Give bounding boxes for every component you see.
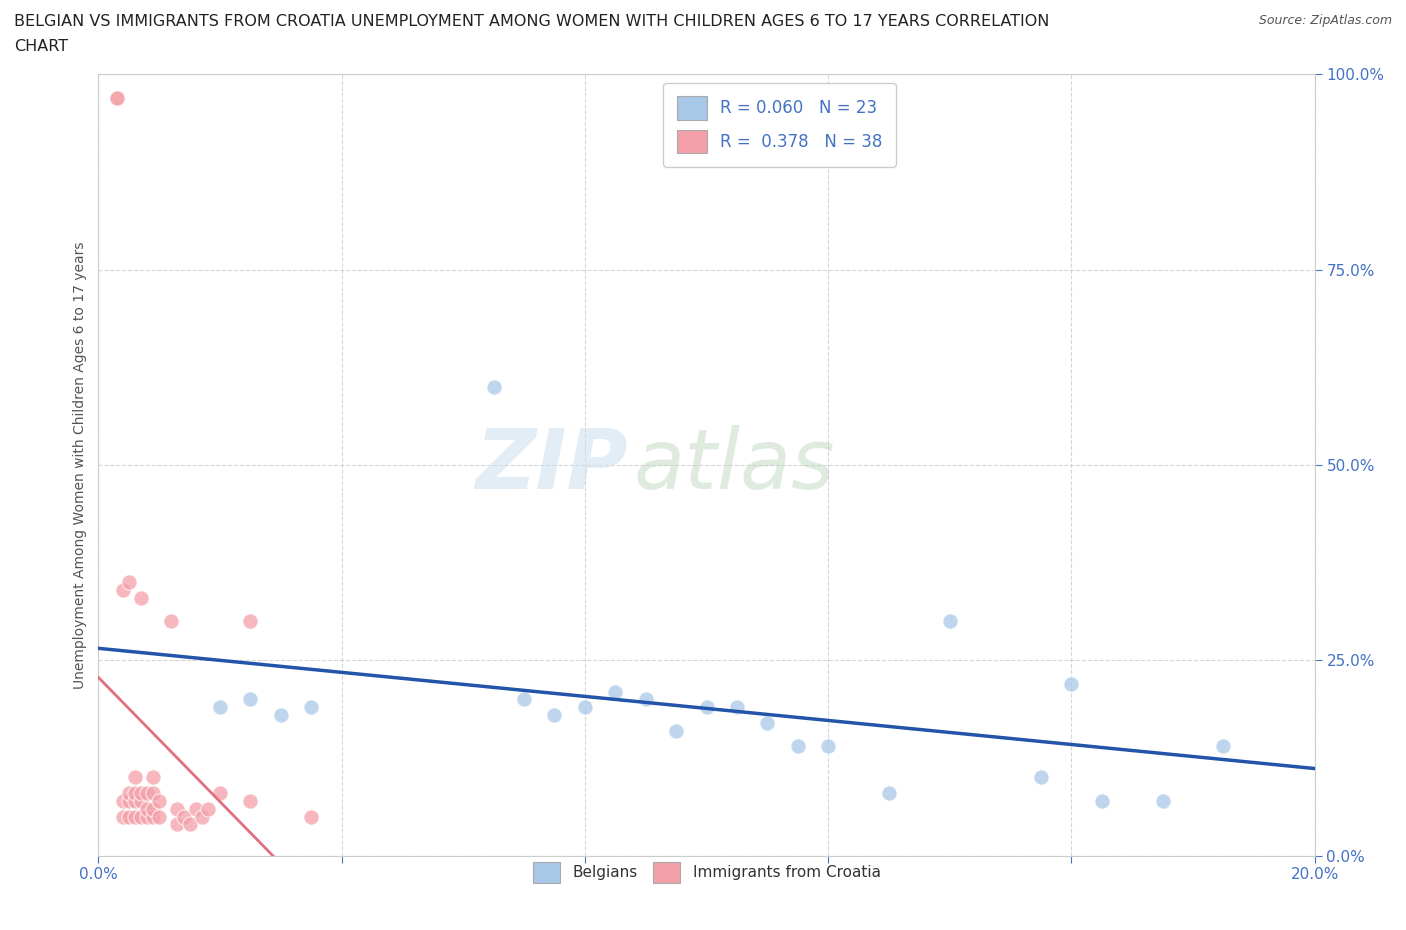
Text: BELGIAN VS IMMIGRANTS FROM CROATIA UNEMPLOYMENT AMONG WOMEN WITH CHILDREN AGES 6: BELGIAN VS IMMIGRANTS FROM CROATIA UNEMP…: [14, 14, 1049, 29]
Point: [148, 793, 170, 808]
Text: Source: ZipAtlas.com: Source: ZipAtlas.com: [1258, 14, 1392, 27]
Point: [118, 786, 141, 801]
Point: [124, 786, 146, 801]
Point: [817, 738, 839, 753]
Point: [148, 809, 170, 824]
Point: [124, 793, 146, 808]
Point: [197, 802, 219, 817]
Point: [142, 770, 165, 785]
Point: [482, 379, 505, 394]
Point: [111, 793, 134, 808]
Point: [184, 802, 207, 817]
Point: [543, 708, 565, 723]
Point: [118, 575, 141, 590]
Point: [239, 614, 262, 629]
Point: [166, 817, 188, 831]
Point: [877, 786, 900, 801]
Point: [124, 770, 146, 785]
Point: [136, 802, 159, 817]
Point: [239, 692, 262, 707]
Point: [299, 809, 322, 824]
Text: CHART: CHART: [14, 39, 67, 54]
Point: [209, 786, 232, 801]
Text: atlas: atlas: [634, 424, 835, 506]
Point: [1029, 770, 1052, 785]
Point: [574, 699, 596, 714]
Point: [665, 724, 688, 738]
Point: [118, 809, 141, 824]
Point: [696, 699, 718, 714]
Text: ZIP: ZIP: [475, 424, 627, 506]
Point: [1152, 793, 1174, 808]
Point: [160, 614, 183, 629]
Point: [270, 708, 292, 723]
Point: [1091, 793, 1114, 808]
Point: [756, 715, 779, 730]
Point: [1212, 738, 1234, 753]
Legend: Belgians, Immigrants from Croatia: Belgians, Immigrants from Croatia: [524, 854, 889, 891]
Point: [111, 582, 134, 597]
Point: [142, 786, 165, 801]
Point: [513, 692, 536, 707]
Point: [136, 786, 159, 801]
Point: [142, 802, 165, 817]
Point: [191, 809, 214, 824]
Point: [105, 90, 128, 105]
Point: [124, 809, 146, 824]
Point: [129, 809, 152, 824]
Point: [111, 809, 134, 824]
Point: [136, 809, 159, 824]
Point: [725, 699, 748, 714]
Point: [239, 793, 262, 808]
Point: [786, 738, 808, 753]
Point: [605, 684, 627, 699]
Point: [209, 699, 232, 714]
Point: [173, 809, 195, 824]
Point: [105, 90, 128, 105]
Point: [129, 786, 152, 801]
Point: [299, 699, 322, 714]
Point: [129, 793, 152, 808]
Point: [142, 809, 165, 824]
Y-axis label: Unemployment Among Women with Children Ages 6 to 17 years: Unemployment Among Women with Children A…: [73, 241, 87, 689]
Point: [166, 802, 188, 817]
Point: [118, 793, 141, 808]
Point: [129, 591, 152, 605]
Point: [634, 692, 657, 707]
Point: [179, 817, 201, 831]
Point: [939, 614, 962, 629]
Point: [1060, 676, 1083, 691]
